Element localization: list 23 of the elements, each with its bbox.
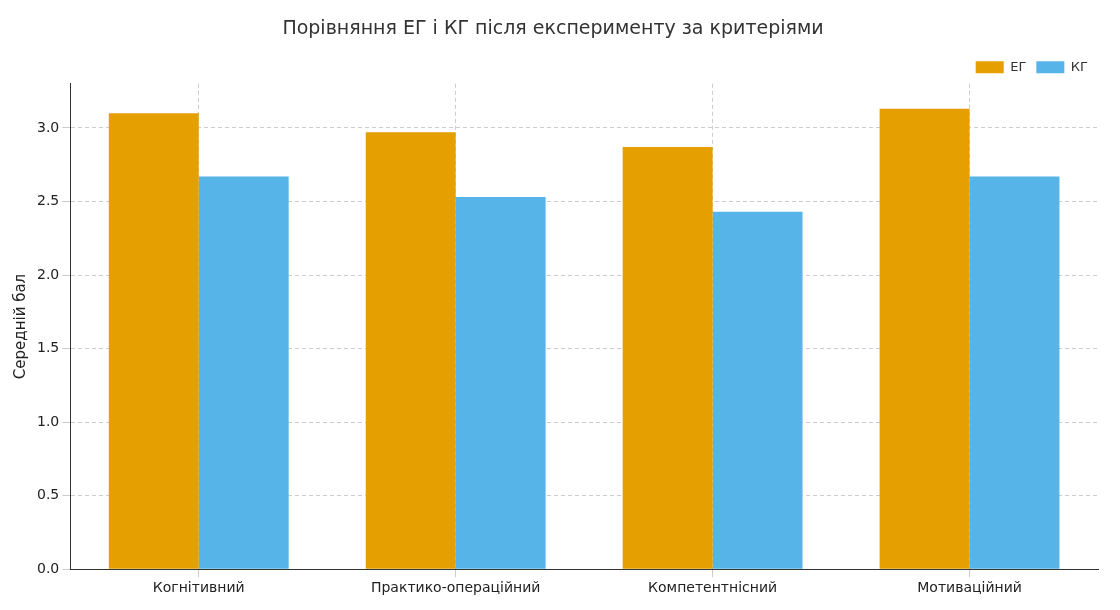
y-tick-label: 1.5 [37,339,60,356]
bar [365,132,456,569]
y-tick-label: 2.5 [37,192,60,209]
x-tick-label: Когнітивний [152,579,245,596]
y-tick-label: 2.0 [37,265,60,282]
y-tick-label: 0.5 [37,486,60,503]
bar [879,108,970,569]
bar [969,176,1060,569]
bar [712,211,803,569]
legend-label: КГ [1070,58,1089,74]
y-axis-title: Середній бал [10,273,29,380]
y-tick-label: 1.0 [37,412,60,429]
bar [198,176,289,569]
x-tick-label: Мотиваційний [917,579,1022,596]
bar [108,113,199,569]
y-tick-label: 3.0 [37,118,60,135]
x-tick-label: Практико-операційний [370,579,541,596]
chart-title: Порівняння ЕГ і КГ після експерименту за критеріями [282,16,824,39]
bar [622,147,713,569]
y-tick-label: 0.0 [37,559,60,576]
legend-label: ЕГ [1010,58,1027,74]
x-tick-label: Компетентнісний [648,579,778,596]
bar [455,197,546,569]
